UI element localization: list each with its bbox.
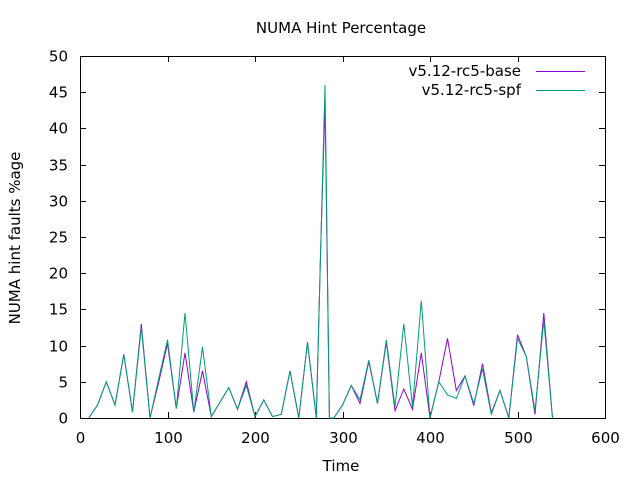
legend-label-1: v5.12-rc5-spf — [422, 81, 522, 99]
series-layer — [88, 84, 553, 419]
x-axis: 0 100 200 300 400 500 600 — [76, 56, 620, 447]
chart-title: NUMA Hint Percentage — [256, 19, 426, 37]
x-tick-label: 200 — [241, 429, 270, 447]
y-tick-label: 20 — [49, 265, 68, 283]
x-tick-label: 500 — [504, 429, 533, 447]
series-line-1 — [88, 84, 553, 419]
x-tick-label: 600 — [591, 429, 620, 447]
plot-frame — [80, 56, 606, 419]
y-tick-label: 50 — [49, 48, 68, 66]
y-tick-label: 45 — [49, 84, 68, 102]
y-tick-label: 15 — [49, 301, 68, 319]
y-axis: 0 5 10 15 20 25 30 35 40 45 50 — [49, 48, 605, 428]
y-tick-label: 0 — [58, 410, 68, 428]
y-tick-label: 25 — [49, 229, 68, 247]
legend-label-0: v5.12-rc5-base — [409, 62, 522, 80]
y-tick-label: 30 — [49, 193, 68, 211]
x-tick-label: 100 — [154, 429, 183, 447]
y-axis-label: NUMA hint faults %age — [6, 152, 24, 325]
y-tick-label: 40 — [49, 120, 68, 138]
y-tick-label: 35 — [49, 157, 68, 175]
x-tick-label: 0 — [76, 429, 86, 447]
y-tick-label: 5 — [58, 374, 68, 392]
x-tick-label: 300 — [329, 429, 358, 447]
y-tick-label: 10 — [49, 338, 68, 356]
x-tick-label: 400 — [416, 429, 445, 447]
x-axis-label: Time — [322, 457, 360, 475]
